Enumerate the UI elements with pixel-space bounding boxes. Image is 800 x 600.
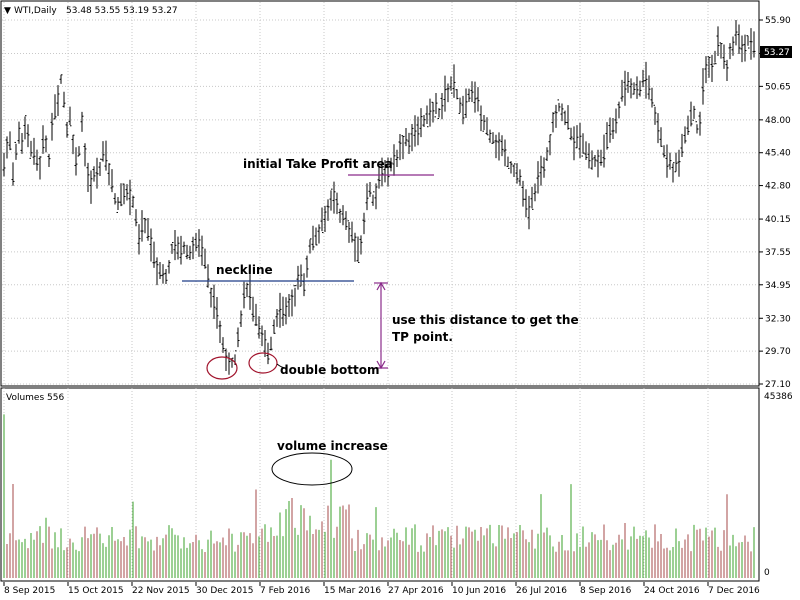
time-tick-label: 27 Apr 2016 <box>388 586 444 596</box>
price-tick-label: 29.70 <box>765 347 791 357</box>
time-tick-label: 15 Mar 2016 <box>324 586 381 596</box>
volume-bars <box>3 414 755 578</box>
dropdown-triangle-icon[interactable]: ▼ <box>4 6 11 16</box>
distance-label-line1: use this distance to get the <box>392 313 579 327</box>
price-tick-label: 42.80 <box>765 182 791 192</box>
price-axis: 55.9053.2550.6548.0045.4042.8040.1537.55… <box>759 16 791 390</box>
price-tick-label: 32.30 <box>765 314 791 324</box>
volume-tick-zero: 0 <box>764 568 770 578</box>
distance-label-line2: TP point. <box>392 330 453 344</box>
time-tick-label: 22 Nov 2015 <box>132 586 190 596</box>
distance-arrowhead-down <box>376 360 386 370</box>
time-tick-label: 7 Dec 2016 <box>708 586 760 596</box>
symbol-label: WTI,Daily <box>14 6 57 16</box>
double-bottom-pointer <box>276 363 287 369</box>
volume-tick-max: 45386 <box>764 392 793 402</box>
bottom-ellipse-2 <box>248 352 278 374</box>
double-bottom-label: double bottom <box>280 363 379 377</box>
distance-arrowhead-up <box>376 281 386 291</box>
time-axis: 8 Sep 2015 15 Oct 2015 22 Nov 2015 30 Dec 2… <box>3 582 760 596</box>
price-bars <box>2 20 756 375</box>
price-tick-label: 27.10 <box>765 380 791 390</box>
time-tick-label: 8 Sep 2016 <box>580 586 632 596</box>
last-price-text: 53.27 <box>764 48 790 58</box>
take-profit-label: initial Take Profit area <box>243 157 393 171</box>
last-price-badge <box>760 46 792 58</box>
volume-label: Volumes 556 <box>6 393 64 403</box>
price-tick-label: 48.00 <box>765 116 791 126</box>
time-tick-label: 24 Oct 2016 <box>644 586 700 596</box>
neckline-label: neckline <box>216 263 273 277</box>
volume-ellipse <box>271 452 353 486</box>
price-tick-label: 37.55 <box>765 248 791 258</box>
ohlc-label: 53.48 53.55 53.19 53.27 <box>66 6 178 16</box>
time-tick-label: 30 Dec 2015 <box>196 586 254 596</box>
bottom-ellipse-1 <box>206 356 238 380</box>
volume-increase-label: volume increase <box>277 439 388 453</box>
price-tick-label: 50.65 <box>765 82 791 92</box>
time-tick-label: 7 Feb 2016 <box>260 586 311 596</box>
grid-lines <box>2 2 758 580</box>
price-tick-label: 40.15 <box>765 215 791 225</box>
time-tick-label: 8 Sep 2015 <box>4 586 55 596</box>
time-tick-label: 10 Jun 2016 <box>452 586 506 596</box>
price-tick-label: 34.95 <box>765 281 791 291</box>
time-tick-label: 15 Oct 2015 <box>68 586 124 596</box>
time-tick-label: 26 Jul 2016 <box>516 586 567 596</box>
price-tick-label: 55.90 <box>765 16 791 26</box>
price-tick-label: 45.40 <box>765 149 791 159</box>
